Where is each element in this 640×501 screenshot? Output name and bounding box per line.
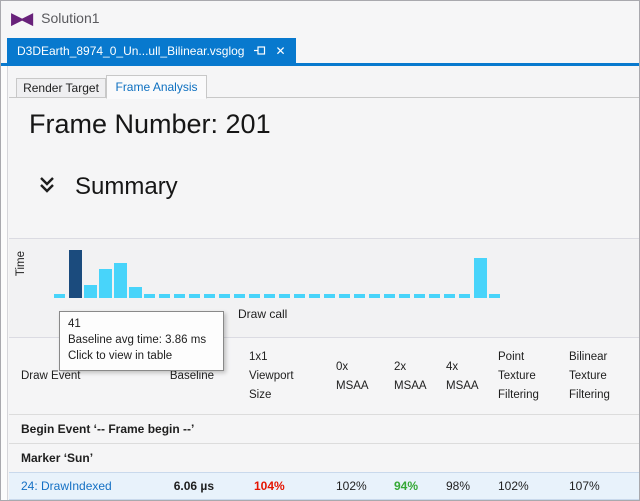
baseline-value: 6.06 µs xyxy=(173,479,214,493)
chart-bar[interactable] xyxy=(84,285,97,298)
chart-tooltip: 41 Baseline avg time: 3.86 ms Click to v… xyxy=(59,311,224,371)
chart-bar[interactable] xyxy=(309,294,320,298)
percentage-cell: 107% xyxy=(569,479,600,493)
column-header: 4x MSAA xyxy=(446,360,479,392)
column-header: 2x MSAA xyxy=(394,360,427,392)
chart-bar-selected[interactable] xyxy=(69,250,82,298)
table-rows: Begin Event ‘-- Frame begin --’ Marker ‘S… xyxy=(9,414,639,500)
chart-bar[interactable] xyxy=(339,294,350,298)
chart-bar[interactable] xyxy=(369,294,380,298)
chart-bar[interactable] xyxy=(54,294,65,298)
chart-bars xyxy=(54,246,502,298)
summary-label: Summary xyxy=(75,173,178,200)
column-header: Draw Event xyxy=(21,370,81,382)
chart-bar[interactable] xyxy=(249,294,260,298)
chart-bar[interactable] xyxy=(399,294,410,298)
percentage-cell: 102% xyxy=(336,479,367,493)
chart-bar[interactable] xyxy=(264,294,275,298)
percentage-cell: 102% xyxy=(498,479,529,493)
chart-bar[interactable] xyxy=(144,294,155,298)
column-header: 0x MSAA xyxy=(336,360,369,392)
chart-bar[interactable] xyxy=(474,258,487,298)
solution-title: Solution1 xyxy=(41,10,100,26)
pin-icon[interactable] xyxy=(253,44,266,57)
tooltip-draw-call-number: 41 xyxy=(68,318,81,330)
chart-bar[interactable] xyxy=(459,294,470,298)
chart-bar[interactable] xyxy=(114,263,127,298)
chart-bar[interactable] xyxy=(354,294,365,298)
chart-bar[interactable] xyxy=(234,294,245,298)
table-group-row[interactable]: Marker ‘Sun’ xyxy=(9,443,639,472)
tab-render-target-label: Render Target xyxy=(23,81,99,95)
chart-bar[interactable] xyxy=(189,294,200,298)
chart-bar[interactable] xyxy=(444,294,455,298)
chart-bar[interactable] xyxy=(429,294,440,298)
chart-bar[interactable] xyxy=(384,294,395,298)
percentage-cell: 98% xyxy=(446,479,471,493)
document-tab-vsglog[interactable]: D3DEarth_8974_0_Un...ull_Bilinear.vsglog… xyxy=(7,38,296,63)
chart-bar[interactable] xyxy=(279,294,290,298)
table-header-row: Draw Event Baseline 1x1 Viewport Size 0x MSAA 2… xyxy=(9,339,639,414)
group-row-label: Marker ‘Sun’ xyxy=(21,451,94,465)
document-tab-label: D3DEarth_8974_0_Un...ull_Bilinear.vsglog xyxy=(17,43,245,58)
percentage-cell: 104% xyxy=(254,479,285,493)
chart-x-axis-label: Draw call xyxy=(238,307,288,321)
chart-bar[interactable] xyxy=(99,269,112,298)
column-header: Point Texture Filtering xyxy=(498,351,539,401)
draw-event-link[interactable]: 24: DrawIndexed xyxy=(21,479,112,493)
tab-frame-analysis[interactable]: Frame Analysis xyxy=(106,75,207,99)
percentage-cell: 94% xyxy=(394,479,419,493)
chart-y-axis-label: Time xyxy=(15,251,27,277)
summary-section-header[interactable]: Summary xyxy=(39,173,178,201)
tab-render-target[interactable]: Render Target xyxy=(16,78,106,98)
tooltip-baseline-time: Baseline avg time: 3.86 ms xyxy=(68,334,207,346)
chart-bar[interactable] xyxy=(204,294,215,298)
title-bar: ▶◀ Solution1 xyxy=(1,1,639,35)
table-group-row[interactable]: Begin Event ‘-- Frame begin --’ xyxy=(9,414,639,443)
tab-frame-analysis-label: Frame Analysis xyxy=(115,80,198,94)
tab-header-divider xyxy=(9,97,639,98)
left-gutter xyxy=(1,66,8,500)
chart-bar[interactable] xyxy=(324,294,335,298)
close-icon[interactable]: ✕ xyxy=(275,43,286,58)
chart-bar[interactable] xyxy=(489,294,500,298)
column-header: Baseline xyxy=(169,370,214,382)
chart-bar[interactable] xyxy=(219,294,230,298)
chart-bar[interactable] xyxy=(129,287,142,298)
chart-bar[interactable] xyxy=(414,294,425,298)
chart-bar[interactable] xyxy=(159,294,170,298)
tooltip-hint: Click to view in table xyxy=(68,350,173,362)
column-header: 1x1 Viewport Size xyxy=(249,351,294,401)
group-row-label: Begin Event ‘-- Frame begin --’ xyxy=(21,422,195,436)
collapse-chevron-icon[interactable] xyxy=(39,176,55,198)
chart-bar[interactable] xyxy=(174,294,185,298)
chart-bar[interactable] xyxy=(294,294,305,298)
table-row-drawindexed[interactable]: 24: DrawIndexed 6.06 µs 104% 102% 94% 98% 102%… xyxy=(9,472,639,500)
frame-number-title: Frame Number: 201 xyxy=(29,109,271,139)
visual-studio-logo-icon: ▶◀ xyxy=(11,8,33,28)
column-header: Bilinear Texture Filtering xyxy=(569,351,610,401)
tab-strip-accent-line xyxy=(1,63,639,66)
